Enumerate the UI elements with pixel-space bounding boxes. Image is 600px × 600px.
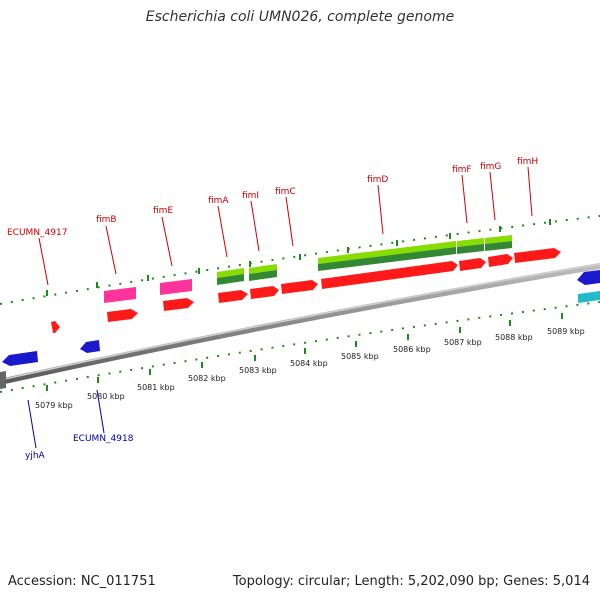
outer-major-ticks (46, 219, 551, 296)
gene-label[interactable]: fimF (452, 165, 472, 175)
gene-labels-bottom: yjhA ECUMN_4918 (25, 434, 134, 461)
scale-label: 5084 kbp (290, 359, 328, 368)
reverse-cds-arrows (2, 270, 600, 366)
gene-label[interactable]: fimC (275, 187, 296, 197)
gene-label[interactable]: fimE (153, 206, 173, 216)
gene-label[interactable]: fimG (480, 162, 501, 172)
scale-label: 5085 kbp (341, 352, 379, 361)
gene-label[interactable]: fimD (367, 175, 388, 185)
genome-backbone (0, 263, 600, 385)
pink-features (104, 279, 192, 303)
gray-feature-left (0, 371, 6, 389)
scale-label: 5089 kbp (547, 327, 585, 336)
scale-label: 5083 kbp (239, 366, 277, 375)
gene-label[interactable]: fimH (517, 157, 538, 167)
scale-label: 5088 kbp (495, 333, 533, 342)
inner-major-ticks (46, 313, 563, 391)
cyan-feature (578, 291, 600, 303)
scale-label: 5080 kbp (87, 392, 125, 401)
genome-summary-text: Topology: circular; Length: 5,202,090 bp… (232, 574, 590, 589)
backbone-highlight (0, 263, 600, 381)
green-features (217, 235, 512, 285)
scale-label: 5081 kbp (137, 383, 175, 392)
gene-labels-top: ECUMN_4917 fimB fimE fimA fimI fimC fimD… (7, 157, 538, 238)
gene-label[interactable]: fimI (242, 191, 259, 201)
gene-label[interactable]: ECUMN_4917 (7, 228, 67, 238)
scale-label: 5079 kbp (35, 401, 73, 410)
label-leaders-bottom (27, 389, 105, 449)
gene-label[interactable]: yjhA (25, 451, 46, 461)
scale-label: 5087 kbp (444, 338, 482, 347)
scale-label: 5086 kbp (393, 345, 431, 354)
gene-label[interactable]: fimA (208, 196, 229, 206)
gene-label[interactable]: ECUMN_4918 (73, 434, 134, 444)
scale-label: 5082 kbp (188, 374, 226, 383)
scale-labels: 5079 kbp 5080 kbp 5081 kbp 5082 kbp 5083… (35, 327, 585, 410)
forward-cds-arrows (51, 248, 561, 333)
accession-text: Accession: NC_011751 (8, 574, 156, 589)
label-leaders (38, 166, 533, 286)
gene-label[interactable]: fimB (96, 215, 117, 225)
genome-title: Escherichia coli UMN026, complete genome (145, 9, 455, 25)
